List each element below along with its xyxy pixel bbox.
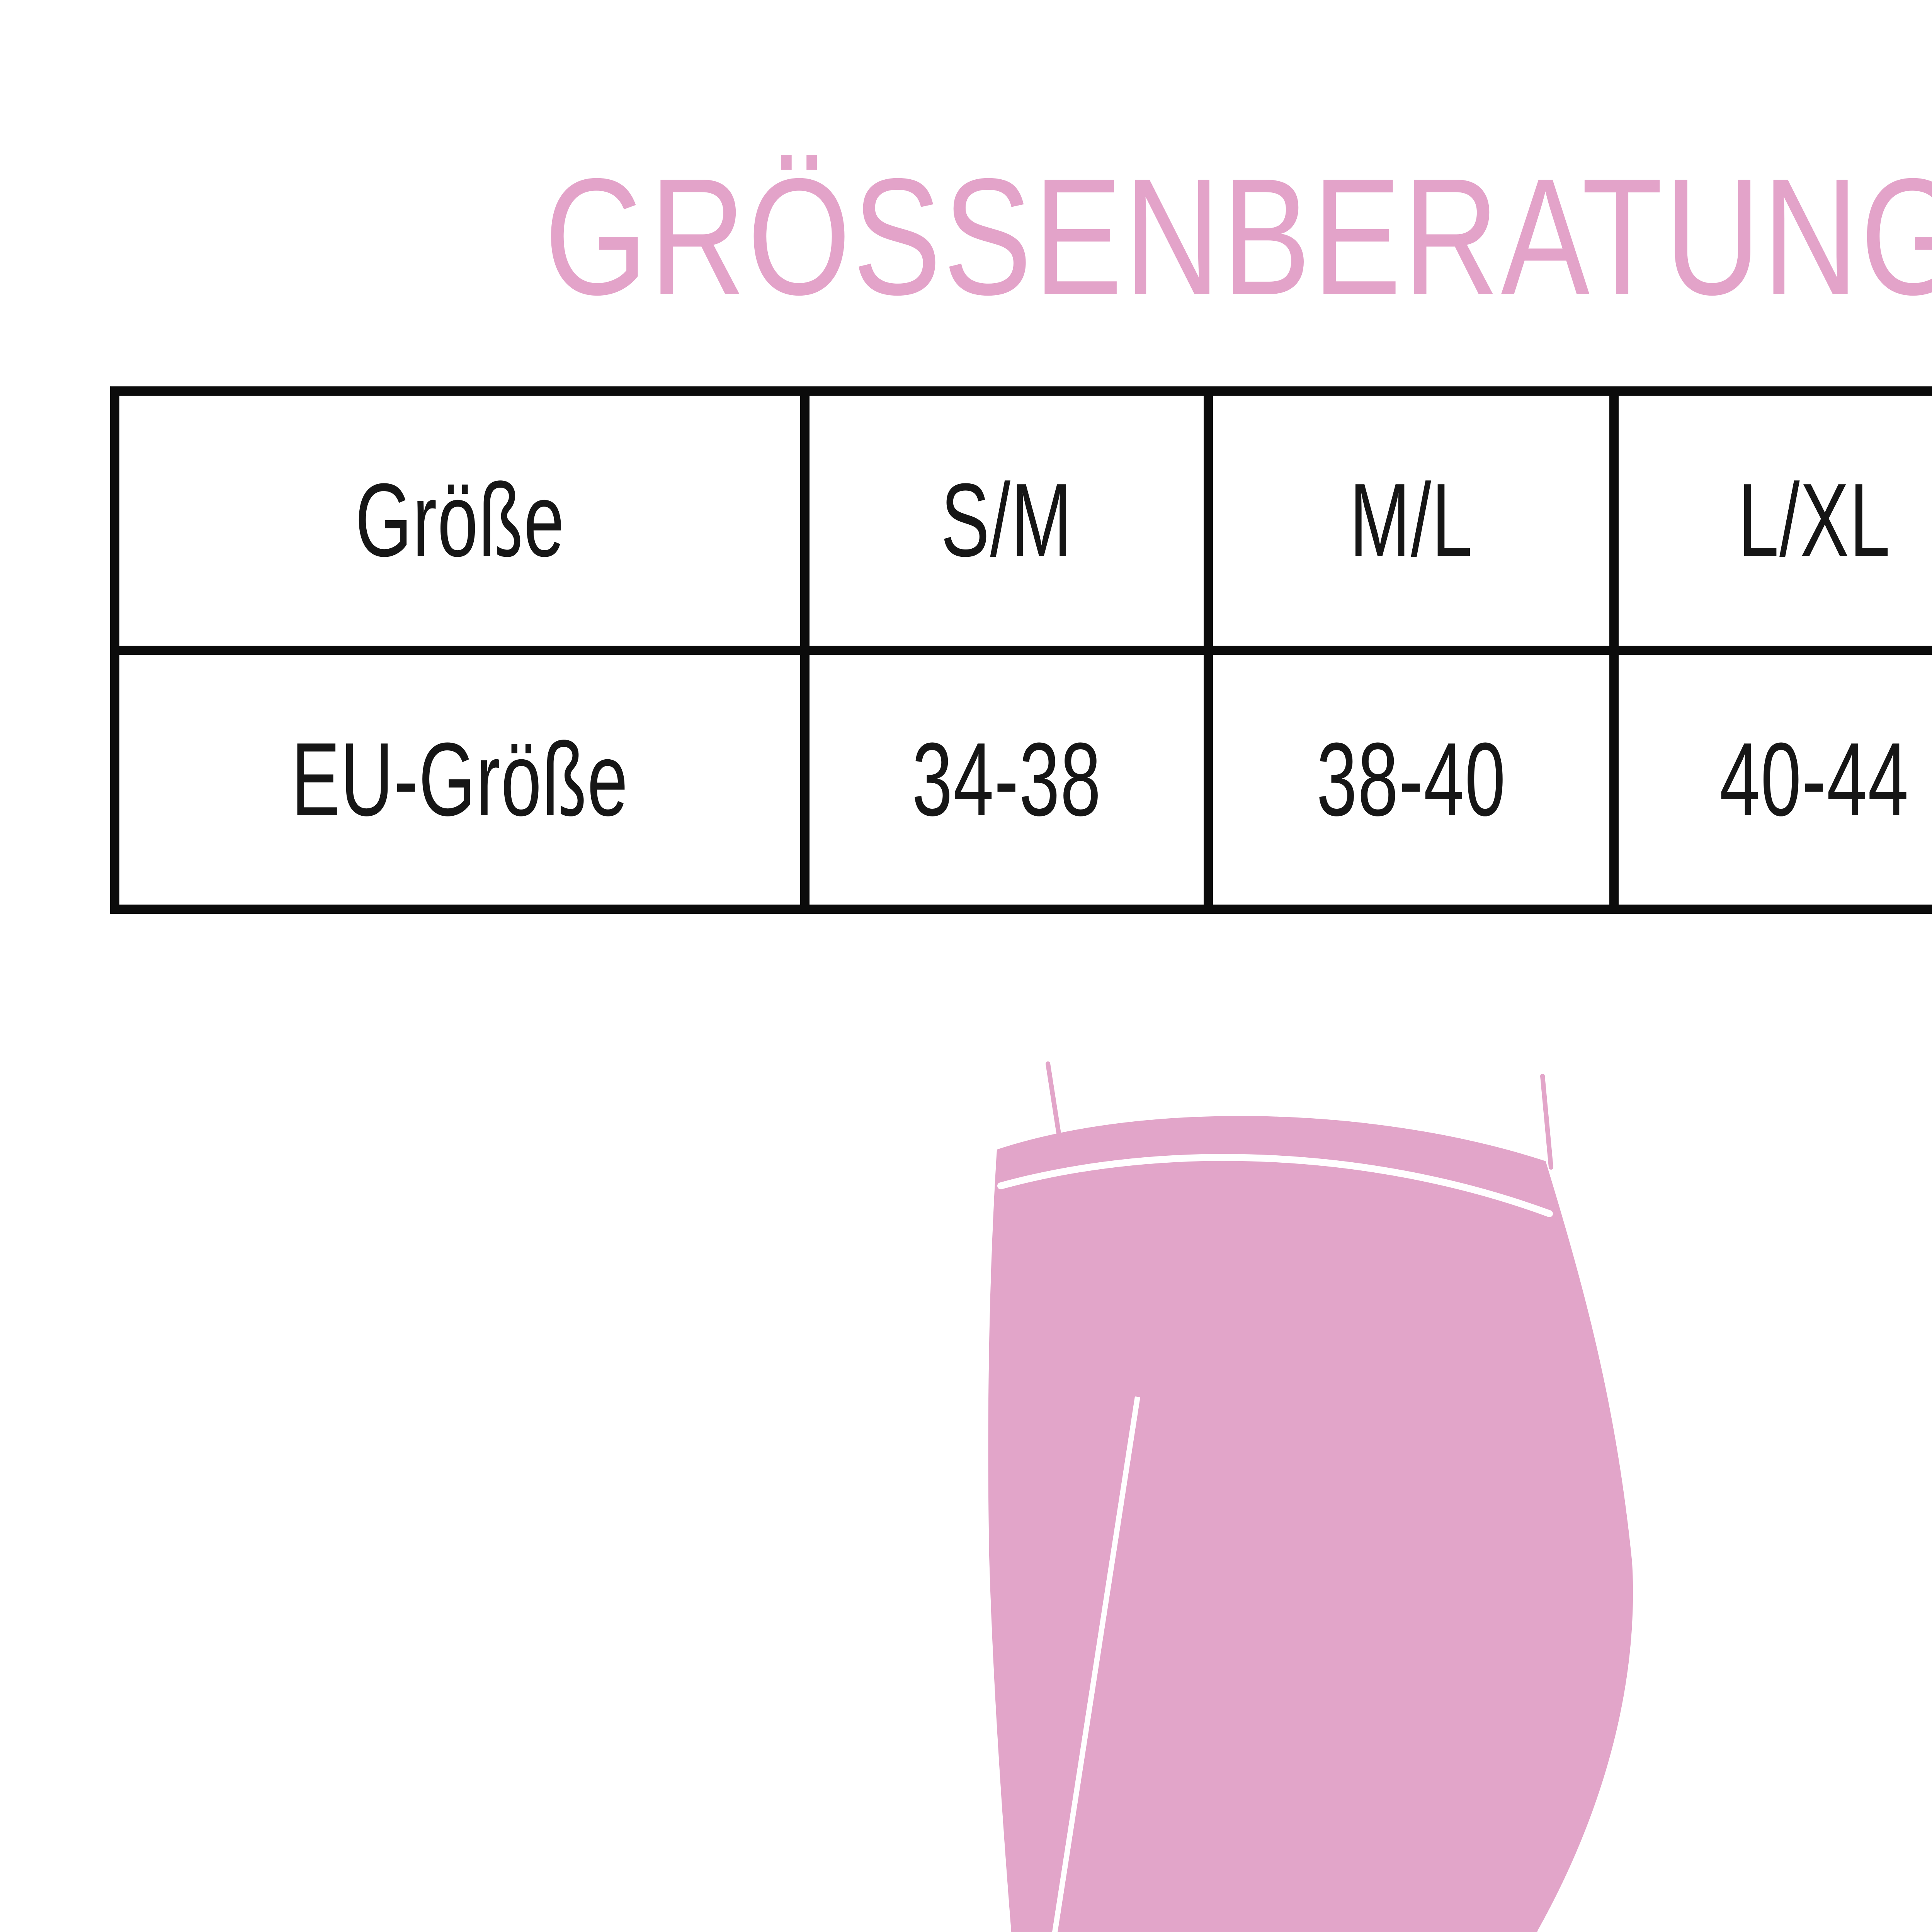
shorts-body xyxy=(988,1116,1633,1932)
table-row-eu-sizes: EU-Größe 34-38 38-40 40-44 44-46 xyxy=(110,645,1932,914)
table-cell-size-label: Größe xyxy=(110,386,810,655)
table-cell-eu-sm: 34-38 xyxy=(800,645,1213,914)
strap-line-right xyxy=(1540,1074,1553,1170)
table-row-sizes: Größe S/M M/L L/XL XL/XXL xyxy=(110,386,1932,655)
waistband-line xyxy=(997,1154,1553,1217)
page-title-text: GRÖSSENBERATUNG xyxy=(544,144,1932,330)
size-table: Größe S/M M/L L/XL XL/XXL EU-Größe 34-38… xyxy=(110,386,1932,914)
shapewear-shorts-illustration xyxy=(988,1061,1633,1932)
page-title: GRÖSSENBERATUNG xyxy=(0,154,1932,320)
table-cell-ml: M/L xyxy=(1204,386,1619,655)
thigh-slash-line xyxy=(1052,1396,1140,1932)
table-cell-sm: S/M xyxy=(800,386,1213,655)
table-cell-lxl: L/XL xyxy=(1609,386,1932,655)
table-cell-eu-ml: 38-40 xyxy=(1204,645,1619,914)
table-cell-eu-label: EU-Größe xyxy=(110,645,810,914)
table-cell-eu-lxl: 40-44 xyxy=(1609,645,1932,914)
